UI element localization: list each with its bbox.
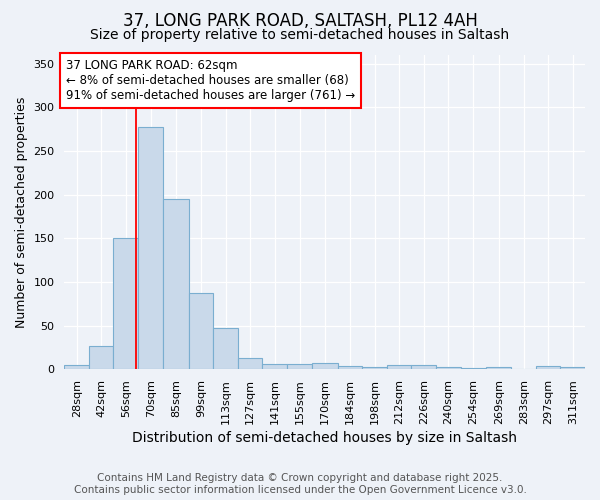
Bar <box>113 238 138 369</box>
Y-axis label: Number of semi-detached properties: Number of semi-detached properties <box>15 96 28 328</box>
Bar <box>313 363 338 369</box>
Bar <box>163 199 189 369</box>
Bar <box>560 366 585 369</box>
Bar <box>138 126 163 369</box>
Bar <box>214 328 238 369</box>
Text: Size of property relative to semi-detached houses in Saltash: Size of property relative to semi-detach… <box>91 28 509 42</box>
Bar <box>362 366 387 369</box>
Text: 37, LONG PARK ROAD, SALTASH, PL12 4AH: 37, LONG PARK ROAD, SALTASH, PL12 4AH <box>122 12 478 30</box>
Bar <box>387 365 412 369</box>
Bar <box>89 346 113 369</box>
X-axis label: Distribution of semi-detached houses by size in Saltash: Distribution of semi-detached houses by … <box>132 431 517 445</box>
Bar <box>189 294 214 369</box>
Bar <box>461 368 486 369</box>
Bar <box>536 366 560 369</box>
Bar <box>64 365 89 369</box>
Bar <box>412 365 436 369</box>
Text: Contains HM Land Registry data © Crown copyright and database right 2025.
Contai: Contains HM Land Registry data © Crown c… <box>74 474 526 495</box>
Text: 37 LONG PARK ROAD: 62sqm
← 8% of semi-detached houses are smaller (68)
91% of se: 37 LONG PARK ROAD: 62sqm ← 8% of semi-de… <box>66 60 355 102</box>
Bar <box>338 366 362 369</box>
Bar <box>486 366 511 369</box>
Bar <box>262 364 287 369</box>
Bar <box>238 358 262 369</box>
Bar <box>287 364 313 369</box>
Bar <box>436 368 461 369</box>
